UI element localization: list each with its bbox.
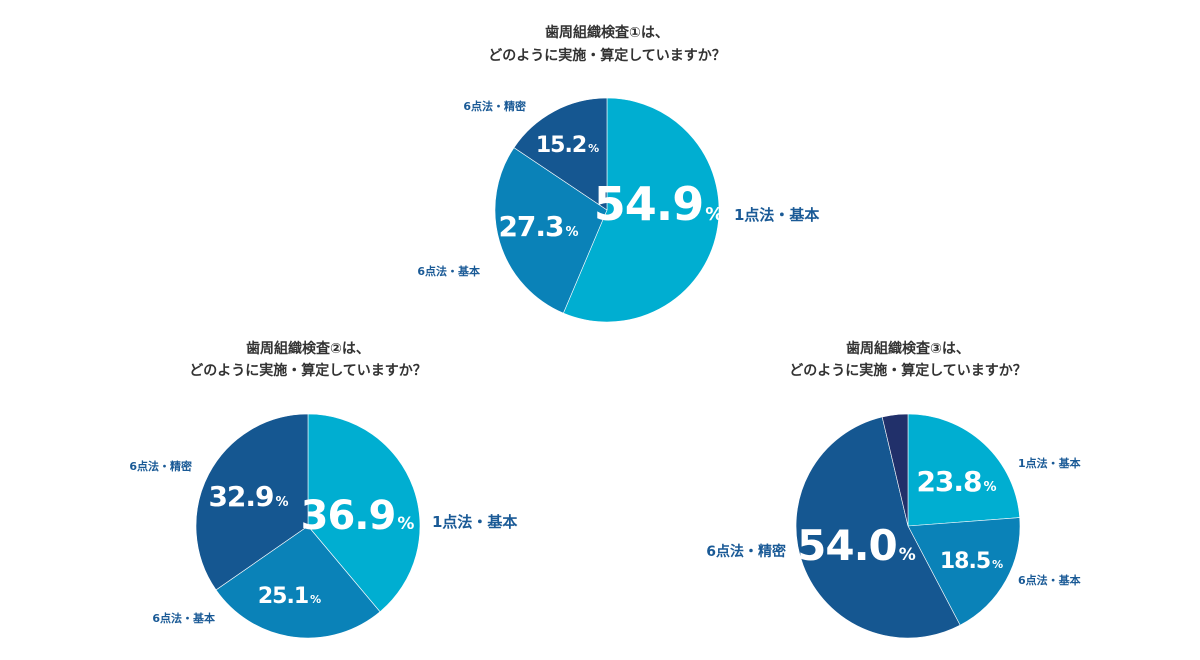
pie-chart-1: 歯周組織検査①は、どのように実施・算定していますか？ 54.9 % 27.3 % 15.2… xyxy=(417,24,819,323)
chart-3-slice-2 xyxy=(907,517,1021,626)
pie-chart-3: 歯周組織検査③は、どのように実施・算定していますか？ 23.8 % 18.5 % 54.0… xyxy=(706,340,1081,639)
chart-1-value-label-2: 27.3% xyxy=(498,210,578,243)
chart-3-slice-1 xyxy=(907,413,1021,527)
chart-3-value-label-2: 18.5% xyxy=(940,549,1003,574)
pie-chart-2: 歯周組織検査②は、どのように実施・算定していますか？ 36.9 % 25.1 % 32.9… xyxy=(129,340,517,639)
chart-1-value-label-1: 54.9% xyxy=(594,177,724,231)
chart-1-title-line-2: どのように実施・算定していますか？ xyxy=(488,47,726,64)
chart-3-slice-3 xyxy=(795,416,961,639)
chart-2-category-label-1: 1点法・基本 xyxy=(432,513,517,531)
chart-2-value-label-1: 36.9% xyxy=(301,493,415,539)
chart-2-value-label-3: 32.9% xyxy=(208,480,288,513)
chart-1-slice-2 xyxy=(494,147,608,314)
chart-3-slice-4 xyxy=(881,413,909,527)
chart-1-category-label-3: 6点法・精密 xyxy=(463,99,526,113)
chart-3-title-line-2: どのように実施・算定していますか？ xyxy=(789,362,1027,379)
chart-2-slice-3 xyxy=(195,413,309,591)
chart-3-category-label-1: 1点法・基本 xyxy=(1018,456,1081,470)
chart-3-title-line-1: 歯周組織検査③は、 xyxy=(846,340,970,357)
chart-1-value-label-3: 15.2% xyxy=(536,133,599,158)
chart-1-category-label-1: 1点法・基本 xyxy=(734,206,819,224)
chart-2-value-label-2: 25.1% xyxy=(258,584,321,609)
chart-2-title-line-2: どのように実施・算定していますか？ xyxy=(189,362,427,379)
chart-1-slice-3 xyxy=(513,97,608,211)
chart-2-slice-1 xyxy=(307,413,421,613)
chart-3-value-label-3: 54.0% xyxy=(797,521,916,570)
chart-2-slice-2 xyxy=(215,525,381,639)
chart-3-category-label-3: 6点法・精密 xyxy=(706,543,786,560)
chart-3-category-label-2: 6点法・基本 xyxy=(1018,573,1081,587)
chart-3-value-label-1: 23.8% xyxy=(916,465,996,498)
chart-1-category-label-2: 6点法・基本 xyxy=(417,264,480,278)
chart-2-category-label-2: 6点法・基本 xyxy=(152,611,215,625)
chart-2-title-line-1: 歯周組織検査②は、 xyxy=(246,340,370,357)
chart-1-slice-1 xyxy=(562,97,720,323)
chart-2-category-label-3: 6点法・精密 xyxy=(129,459,192,473)
chart-1-title-line-1: 歯周組織検査①は、 xyxy=(545,24,669,41)
